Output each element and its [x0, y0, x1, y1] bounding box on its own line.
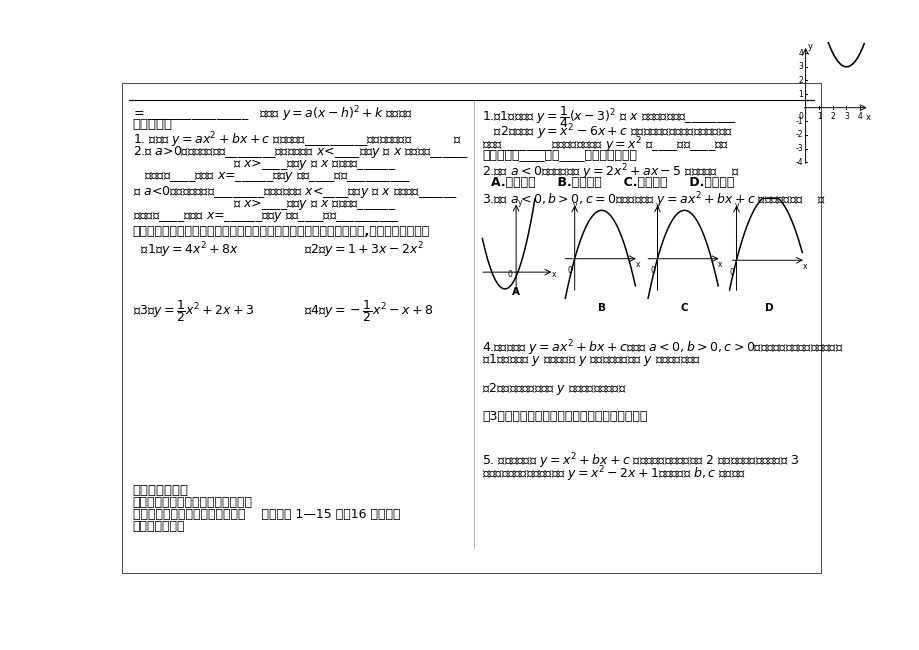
- Text: x: x: [801, 261, 806, 270]
- Text: 顶点是最____点，当 $x$=______时，$y$ 有最____値为__________: 顶点是最____点，当 $x$=______时，$y$ 有最____値为____…: [132, 210, 400, 224]
- Text: 当 $x$>____时，$y$ 随 $x$ 的增大而______: 当 $x$>____时，$y$ 随 $x$ 的增大而______: [233, 157, 396, 172]
- Text: 练习：求出下列抛物线对称轴及顶点坐标，并说出它的开口方向及最値,并判别其增减性？: 练习：求出下列抛物线对称轴及顶点坐标，并说出它的开口方向及最値,并判别其增减性？: [132, 225, 429, 238]
- Text: 若 $a$<0，抛物线的开口________，增减性：当 $x$<____时，$y$ 随 $x$ 的增大而______: 若 $a$<0，抛物线的开口________，增减性：当 $x$<____时，$…: [132, 183, 457, 200]
- Text: 通过本节课的学习，你有哪些收获？: 通过本节课的学习，你有哪些收获？: [132, 497, 253, 510]
- Text: x: x: [865, 113, 870, 122]
- Text: 归纳总结：: 归纳总结：: [132, 118, 173, 131]
- Text: 1. 抛物线 $y=ax^2+bx+c$ 的对称轴是__________，顶点坐标是（           ）: 1. 抛物线 $y=ax^2+bx+c$ 的对称轴是__________，顶点坐…: [132, 130, 461, 150]
- Text: D: D: [764, 303, 773, 313]
- Text: 称轴是________，它可以由抛物线 $y=x^2$ 向____平移____单位: 称轴是________，它可以由抛物线 $y=x^2$ 向____平移____单…: [482, 136, 729, 155]
- Text: （3）$y=\dfrac{1}{2}x^2+2x+3$: （3）$y=\dfrac{1}{2}x^2+2x+3$: [132, 298, 254, 324]
- Text: -1: -1: [795, 117, 802, 126]
- Text: 2.若 $a$>0，抛物线的开口________，增减性：当 $x$<____时，$y$ 随 $x$ 的增大而______: 2.若 $a$>0，抛物线的开口________，增减性：当 $x$<____时…: [132, 144, 469, 159]
- Text: 4: 4: [798, 49, 802, 58]
- Text: A.第一象限     B.第二象限     C.第三象限     D.第四象限: A.第一象限 B.第二象限 C.第三象限 D.第四象限: [490, 176, 733, 189]
- Text: 1.（1）抛物线 $y=\dfrac{1}{4}(x-3)^2$ 与 $x$ 轴的交点坐标是________: 1.（1）抛物线 $y=\dfrac{1}{4}(x-3)^2$ 与 $x$ 轴…: [482, 104, 736, 130]
- Text: x: x: [635, 260, 640, 269]
- Text: 0: 0: [650, 266, 654, 275]
- Text: （2）抛物线的对称轴在 $y$ 轴的左侧还是右侧？: （2）抛物线的对称轴在 $y$ 轴的左侧还是右侧？: [482, 382, 626, 397]
- Text: （2）$y=1+3x-2x^2$: （2）$y=1+3x-2x^2$: [303, 240, 424, 260]
- Text: A: A: [512, 287, 519, 297]
- Text: 0: 0: [507, 270, 512, 279]
- Text: 3.已知 $a<0,b>0,c=0$，那么抛物线 $y=ax^2+bx+c$ 的图象大致是（    ）: 3.已知 $a<0,b>0,c=0$，那么抛物线 $y=ax^2+bx+c$ 的…: [482, 190, 825, 210]
- Text: -4: -4: [795, 158, 802, 166]
- Text: y: y: [734, 202, 739, 210]
- Text: （3）抛物线的顶点在哪一象限或哪条坐标轴上？: （3）抛物线的顶点在哪一象限或哪条坐标轴上？: [482, 410, 647, 423]
- Text: 5. 如果将抛物线 $y=x^2+bx+c$ 沿直角坐标平面向左平移 2 个单位长度，在向上平移 3: 5. 如果将抛物线 $y=x^2+bx+c$ 沿直角坐标平面向左平移 2 个单位…: [482, 451, 799, 471]
- Text: B: B: [597, 303, 605, 313]
- Text: （2）抛物线 $y=x^2-6x+c$ 的一段如图所示，则这条抛物线的对: （2）抛物线 $y=x^2-6x+c$ 的一段如图所示，则这条抛物线的对: [482, 123, 732, 142]
- Text: （4）$y=-\dfrac{1}{2}x^2-x+8$: （4）$y=-\dfrac{1}{2}x^2-x+8$: [303, 298, 433, 324]
- Text: -2: -2: [795, 131, 802, 140]
- Text: y: y: [807, 42, 811, 51]
- Text: 长度，再向____平移____单位长度而得到: 长度，再向____平移____单位长度而得到: [482, 148, 637, 161]
- Text: y: y: [517, 198, 522, 207]
- Text: 3: 3: [798, 62, 802, 72]
- Text: x: x: [718, 260, 722, 269]
- Text: y: y: [573, 201, 577, 210]
- Text: 3: 3: [843, 112, 848, 122]
- Text: y: y: [655, 201, 660, 210]
- Text: 0: 0: [729, 268, 733, 277]
- Text: C: C: [680, 303, 687, 313]
- Text: 1: 1: [816, 112, 821, 122]
- Text: 2: 2: [830, 112, 834, 122]
- Text: 2: 2: [798, 76, 802, 85]
- Text: 0: 0: [798, 112, 802, 121]
- Text: （1）抛物线与 $y$ 轴的交点在 $y$ 轴的正半轴还是在 $y$ 轴的负半轴上？: （1）抛物线与 $y$ 轴的交点在 $y$ 轴的正半轴还是在 $y$ 轴的负半轴…: [482, 352, 700, 369]
- Text: -3: -3: [795, 144, 802, 153]
- Text: 三、课堂小结：: 三、课堂小结：: [132, 484, 188, 497]
- Text: 2.如果 $a<0$，那么抛物线 $y=2x^2+ax-5$ 的顶点在（    ）: 2.如果 $a<0$，那么抛物线 $y=2x^2+ax-5$ 的顶点在（ ）: [482, 162, 740, 182]
- Text: x: x: [551, 270, 556, 279]
- Text: 4.已知抛物线 $y=ax^2+bx+c$，其中 $a<0,b>0,c>0$，回答下列问题，并说明理由：: 4.已知抛物线 $y=ax^2+bx+c$，其中 $a<0,b>0,c>0$，回…: [482, 339, 843, 358]
- Text: 4: 4: [857, 112, 862, 122]
- Text: 当 $x$>____时，$y$ 随 $x$ 的增大而______: 当 $x$>____时，$y$ 随 $x$ 的增大而______: [233, 196, 396, 212]
- Text: 四、作业布置：学案课下作业部分    课堂内外 1—15 题（16 题选做）: 四、作业布置：学案课下作业部分 课堂内外 1—15 题（16 题选做）: [132, 508, 400, 521]
- Text: 0: 0: [567, 266, 572, 275]
- Text: （1）$y=4x^2+8x$: （1）$y=4x^2+8x$: [132, 240, 238, 260]
- Text: = ________________   （化成 $y=a(x-h)^2+k$ 的形式）: = ________________ （化成 $y=a(x-h)^2+k$ 的形…: [132, 104, 412, 124]
- Text: 1: 1: [798, 90, 802, 99]
- Text: 五、课下作业：: 五、课下作业：: [132, 521, 185, 534]
- Text: 顶点是最____点，当 $x$=______时，$y$ 有最____値为__________: 顶点是最____点，当 $x$=______时，$y$ 有最____値为____…: [143, 170, 410, 183]
- Text: 个单位长度得到抛物线抛物线 $y=x^2-2x+1$，你能确定 $b,c$ 的値吗？: 个单位长度得到抛物线抛物线 $y=x^2-2x+1$，你能确定 $b,c$ 的値…: [482, 465, 745, 484]
